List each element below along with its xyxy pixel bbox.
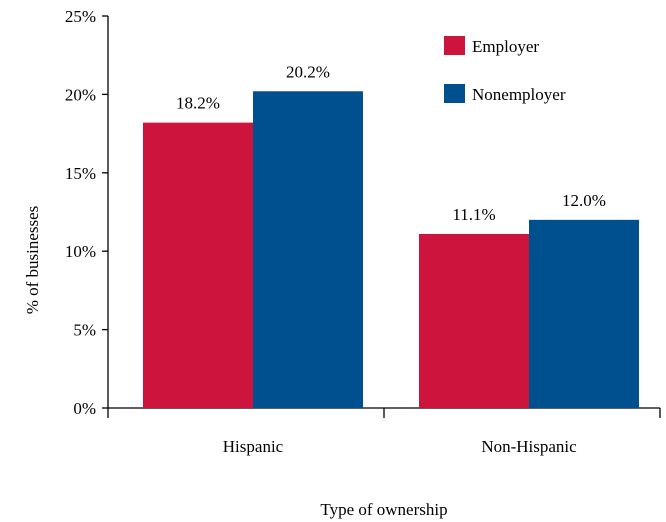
y-tick-label: 0% [73,399,96,418]
y-tick-label: 25% [65,7,96,26]
legend-swatch [444,36,465,55]
bars [143,91,639,409]
bar-nonemployer-hispanic [253,91,363,408]
x-axis-title: Type of ownership [320,500,447,519]
bar-employer-non-hispanic [419,233,529,408]
bar-value-label: 11.1% [452,205,495,224]
y-tick-label: 5% [73,321,96,340]
y-axis-title: % of businesses [23,206,42,315]
y-tick-label: 15% [65,164,96,183]
legend-swatch [444,84,465,103]
y-tick-label: 20% [65,85,96,104]
bar-value-label: 20.2% [286,62,330,81]
legend-label: Employer [472,37,539,56]
x-tick-label: Non-Hispanic [481,437,577,456]
bar-value-label: 18.2% [176,94,220,113]
y-tick-label: 10% [65,242,96,261]
legend-label: Nonemployer [472,85,566,104]
legend: Employer Nonemployer [444,36,566,104]
bar-employer-hispanic [143,122,253,409]
bar-value-label: 12.0% [562,191,606,210]
data-labels: 18.2% 20.2% Hispanic 11.1% 12.0% Non-Hispanic [176,62,606,456]
bar-nonemployer-non-hispanic [529,219,639,408]
x-tick-label: Hispanic [223,437,284,456]
